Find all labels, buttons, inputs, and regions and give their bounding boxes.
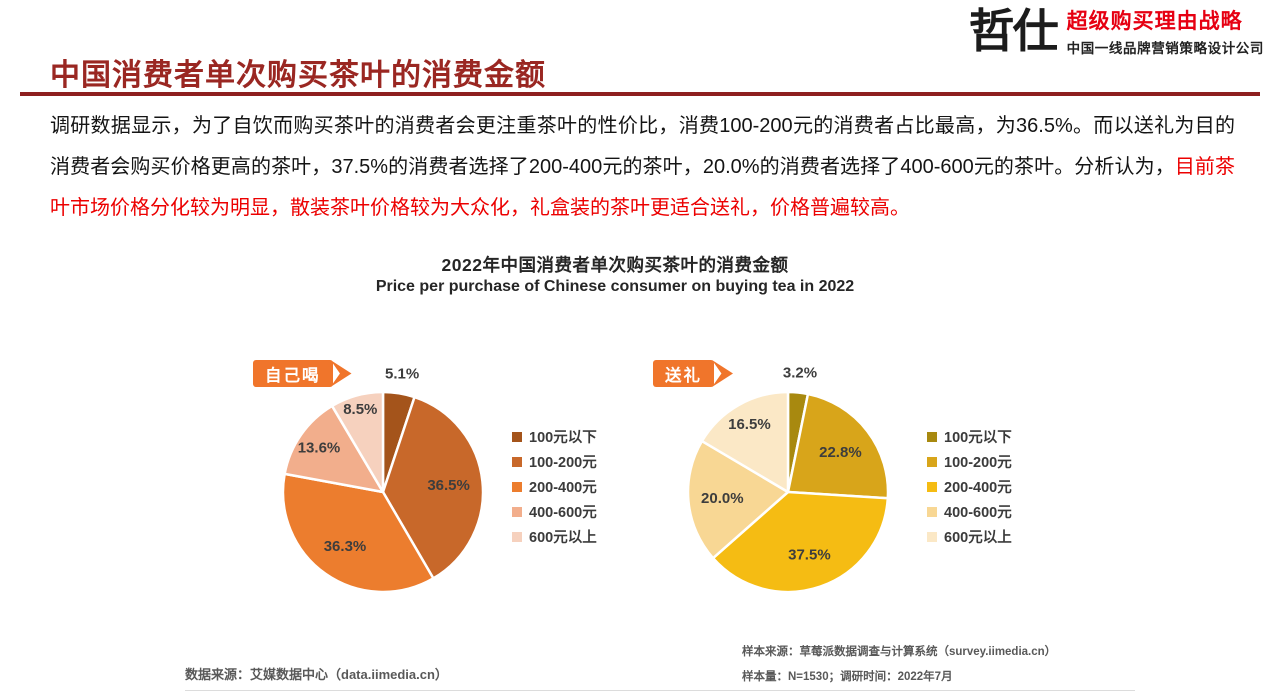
legend-gift: 100元以下 100-200元 200-400元 400-600元 600元以上 bbox=[927, 424, 1012, 549]
legend-label: 200-400元 bbox=[944, 480, 1012, 496]
logo-tagline: 超级购买理由战略 bbox=[1066, 10, 1243, 33]
legend-swatch-icon bbox=[927, 481, 937, 492]
data-source-note: 数据来源：艾媒数据中心（data.iimedia.cn） bbox=[185, 667, 448, 682]
legend-item: 600元以上 bbox=[512, 524, 597, 549]
pie-slice-200-400元 bbox=[711, 490, 890, 594]
legend-swatch-icon bbox=[512, 431, 522, 442]
legend-label: 100元以下 bbox=[529, 430, 597, 446]
intro-text: 调研数据显示，为了自饮而购买茶叶的消费者会更注重茶叶的性价比，消费100-200… bbox=[50, 115, 1235, 178]
page-title: 中国消费者单次购买茶叶的消费金额 bbox=[50, 59, 546, 92]
legend-label: 600元以上 bbox=[529, 530, 597, 546]
footer-divider bbox=[185, 690, 1135, 691]
pie-slice-200-400元 bbox=[281, 472, 435, 594]
legend-swatch-icon bbox=[927, 431, 937, 442]
pie-value-label: 16.5% bbox=[728, 416, 771, 433]
sample-source-note: 样本来源：草莓派数据调查与计算系统（survey.iimedia.cn） bbox=[742, 646, 1057, 658]
legend-label: 100元以下 bbox=[944, 430, 1012, 446]
pie-value-label: 36.5% bbox=[427, 477, 470, 494]
pie-slice-600元以上 bbox=[330, 390, 385, 494]
legend-label: 600元以上 bbox=[944, 530, 1012, 546]
legend-label: 100-200元 bbox=[944, 455, 1012, 471]
banner-label: 送礼 bbox=[653, 360, 714, 387]
legend-item: 100-200元 bbox=[512, 449, 597, 474]
logo-subtitle: 中国一线品牌营销策略设计公司 bbox=[1066, 41, 1264, 57]
legend-item: 200-400元 bbox=[512, 474, 597, 499]
pie-value-label: 8.5% bbox=[343, 401, 377, 418]
legend-swatch-icon bbox=[927, 456, 937, 467]
pie-value-label: 20.0% bbox=[701, 490, 744, 507]
legend-swatch-icon bbox=[927, 506, 937, 517]
pie-chart-gift: 3.2% 22.8% 37.5% 20.0% 16.5% bbox=[686, 365, 890, 594]
banner-self-drink: 自己喝 bbox=[253, 360, 352, 387]
logo: 哲仕 超级购买理由战略 中国一线品牌营销策略设计公司 bbox=[969, 8, 1264, 57]
legend-label: 200-400元 bbox=[529, 480, 597, 496]
legend-label: 400-600元 bbox=[944, 505, 1012, 521]
logo-name: 哲仕 bbox=[968, 5, 1059, 57]
pie-slice-600元以上 bbox=[700, 390, 790, 494]
legend-item: 100元以下 bbox=[512, 424, 597, 449]
legend-item: 400-600元 bbox=[512, 499, 597, 524]
pie-value-label: 22.8% bbox=[819, 444, 862, 461]
banner-label: 自己喝 bbox=[253, 360, 333, 387]
pie-value-label: 3.2% bbox=[783, 365, 817, 382]
pie-slice-100-200元 bbox=[786, 392, 890, 500]
pie-value-label: 13.6% bbox=[298, 439, 341, 456]
legend-label: 400-600元 bbox=[529, 505, 597, 521]
legend-label: 100-200元 bbox=[529, 455, 597, 471]
banner-gift: 送礼 bbox=[653, 360, 733, 387]
legend-item: 200-400元 bbox=[927, 474, 1012, 499]
legend-swatch-icon bbox=[927, 531, 937, 542]
sample-notes: 样本来源：草莓派数据调查与计算系统（survey.iimedia.cn） 样本量… bbox=[742, 640, 1056, 690]
intro-highlight: 目前茶叶市场价格分化较为明显，散装茶叶价格较为大众化，礼盒装的茶叶更适合送礼，价… bbox=[50, 156, 1236, 219]
pie-value-label: 37.5% bbox=[788, 546, 831, 563]
sample-info-note: 样本量：N=1530；调研时间：2022年7月 bbox=[742, 671, 953, 683]
legend-self-drink: 100元以下 100-200元 200-400元 400-600元 600元以上 bbox=[512, 424, 597, 549]
pie-chart-self-drink: 5.1% 36.5% 36.3% 13.6% 8.5% bbox=[281, 366, 485, 594]
pie-slice-400-600元 bbox=[283, 404, 385, 494]
pie-value-label: 5.1% bbox=[385, 366, 419, 383]
chart-title: 2022年中国消费者单次购买茶叶的消费金额 bbox=[441, 255, 789, 275]
legend-item: 600元以上 bbox=[927, 524, 1012, 549]
intro-paragraph: 调研数据显示，为了自饮而购买茶叶的消费者会更注重茶叶的性价比，消费100-200… bbox=[50, 106, 1235, 229]
title-underline bbox=[20, 92, 1260, 96]
chart-subtitle: Price per purchase of Chinese consumer o… bbox=[375, 278, 855, 295]
legend-swatch-icon bbox=[512, 456, 522, 467]
legend-swatch-icon bbox=[512, 481, 522, 492]
logo-text-block: 超级购买理由战略 中国一线品牌营销策略设计公司 bbox=[1067, 8, 1264, 57]
legend-item: 400-600元 bbox=[927, 499, 1012, 524]
legend-item: 100元以下 bbox=[927, 424, 1012, 449]
legend-swatch-icon bbox=[512, 506, 522, 517]
pie-slice-400-600元 bbox=[686, 439, 790, 560]
legend-item: 100-200元 bbox=[927, 449, 1012, 474]
legend-swatch-icon bbox=[512, 531, 522, 542]
pie-value-label: 36.3% bbox=[324, 538, 367, 555]
